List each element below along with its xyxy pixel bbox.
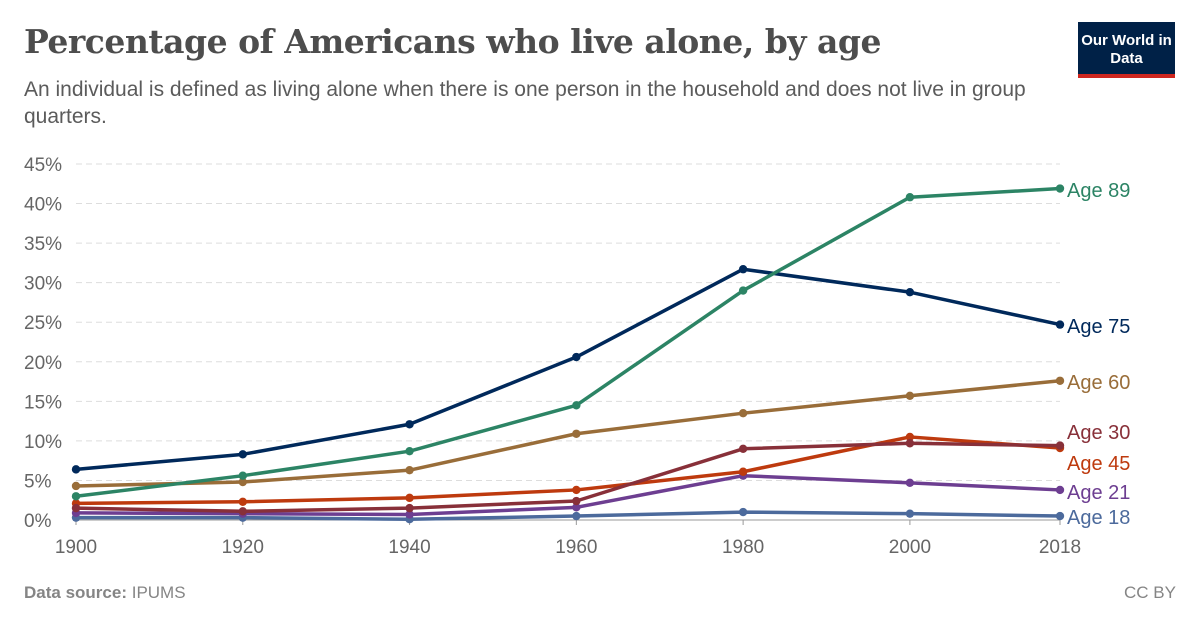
- x-tick-label: 2018: [1039, 537, 1081, 558]
- license[interactable]: CC BY: [1124, 583, 1176, 602]
- data-point: [905, 478, 915, 488]
- data-point: [905, 193, 915, 202]
- data-point: [738, 286, 748, 295]
- series-label: Age 45: [1067, 453, 1130, 475]
- data-point: [238, 497, 247, 507]
- data-point: [405, 510, 414, 519]
- data-point: [238, 477, 247, 487]
- data-point: [738, 444, 748, 453]
- y-tick-label: 20%: [24, 353, 62, 374]
- data-point: [905, 391, 915, 400]
- data-point: [738, 467, 748, 476]
- data-point: [905, 432, 915, 442]
- x-tick-label: 1900: [55, 537, 97, 558]
- data-point: [1055, 184, 1065, 193]
- data-source-value[interactable]: IPUMS: [131, 583, 186, 602]
- data-point: [572, 352, 581, 362]
- x-tick-label: 1920: [222, 537, 264, 558]
- data-point: [738, 507, 748, 517]
- data-point: [738, 409, 748, 418]
- data-point: [1055, 441, 1065, 450]
- series-label: Age 60: [1067, 372, 1130, 394]
- series-label: Age 21: [1067, 482, 1130, 504]
- data-point: [238, 507, 247, 516]
- chart-title: Percentage of Americans who live alone, …: [24, 22, 881, 61]
- owid-logo[interactable]: Our World in Data: [1078, 22, 1175, 78]
- x-tick-label: 1940: [388, 537, 430, 558]
- data-point: [405, 493, 414, 503]
- data-point: [738, 265, 748, 274]
- data-point: [71, 503, 81, 513]
- data-source-label: Data source:: [24, 583, 127, 602]
- y-tick-label: 25%: [24, 313, 62, 334]
- data-point: [1055, 376, 1065, 385]
- x-tick-label: 2000: [889, 537, 931, 558]
- y-tick-label: 35%: [24, 234, 62, 255]
- series-label: Age 18: [1067, 507, 1130, 529]
- data-point: [71, 492, 81, 501]
- data-source: Data source: IPUMS: [24, 583, 186, 603]
- x-tick-label: 1960: [555, 537, 597, 558]
- data-point: [405, 446, 414, 456]
- y-tick-label: 10%: [24, 432, 62, 453]
- data-point: [405, 465, 414, 475]
- data-point: [905, 509, 915, 518]
- y-tick-label: 0%: [24, 511, 52, 532]
- data-point: [405, 420, 414, 429]
- data-point: [572, 401, 581, 410]
- data-point: [1055, 320, 1065, 329]
- data-point: [1055, 485, 1065, 495]
- data-point: [905, 287, 915, 297]
- data-point: [71, 465, 81, 474]
- data-point: [405, 503, 414, 513]
- y-tick-label: 40%: [24, 195, 62, 216]
- data-point: [71, 481, 81, 491]
- data-point: [238, 450, 247, 459]
- y-tick-label: 30%: [24, 274, 62, 295]
- y-tick-label: 45%: [24, 155, 62, 176]
- data-point: [238, 471, 247, 480]
- chart-subtitle: An individual is defined as living alone…: [24, 78, 1026, 128]
- y-tick-label: 5%: [24, 471, 52, 492]
- y-tick-label: 15%: [24, 392, 62, 413]
- data-point: [572, 496, 581, 506]
- series-label: Age 89: [1067, 180, 1130, 202]
- series-line-age-45: [75, 435, 1061, 506]
- data-point: [572, 503, 581, 512]
- data-point: [905, 439, 915, 448]
- logo-text: Our World in Data: [1081, 32, 1172, 67]
- data-point: [1055, 511, 1065, 521]
- x-tick-label: 1980: [722, 537, 764, 558]
- data-point: [572, 429, 581, 438]
- data-point: [572, 511, 581, 521]
- series-line-age-89: [75, 186, 1061, 499]
- series-label: Age 75: [1067, 316, 1130, 338]
- data-point: [572, 485, 581, 495]
- series-label: Age 30: [1067, 422, 1130, 444]
